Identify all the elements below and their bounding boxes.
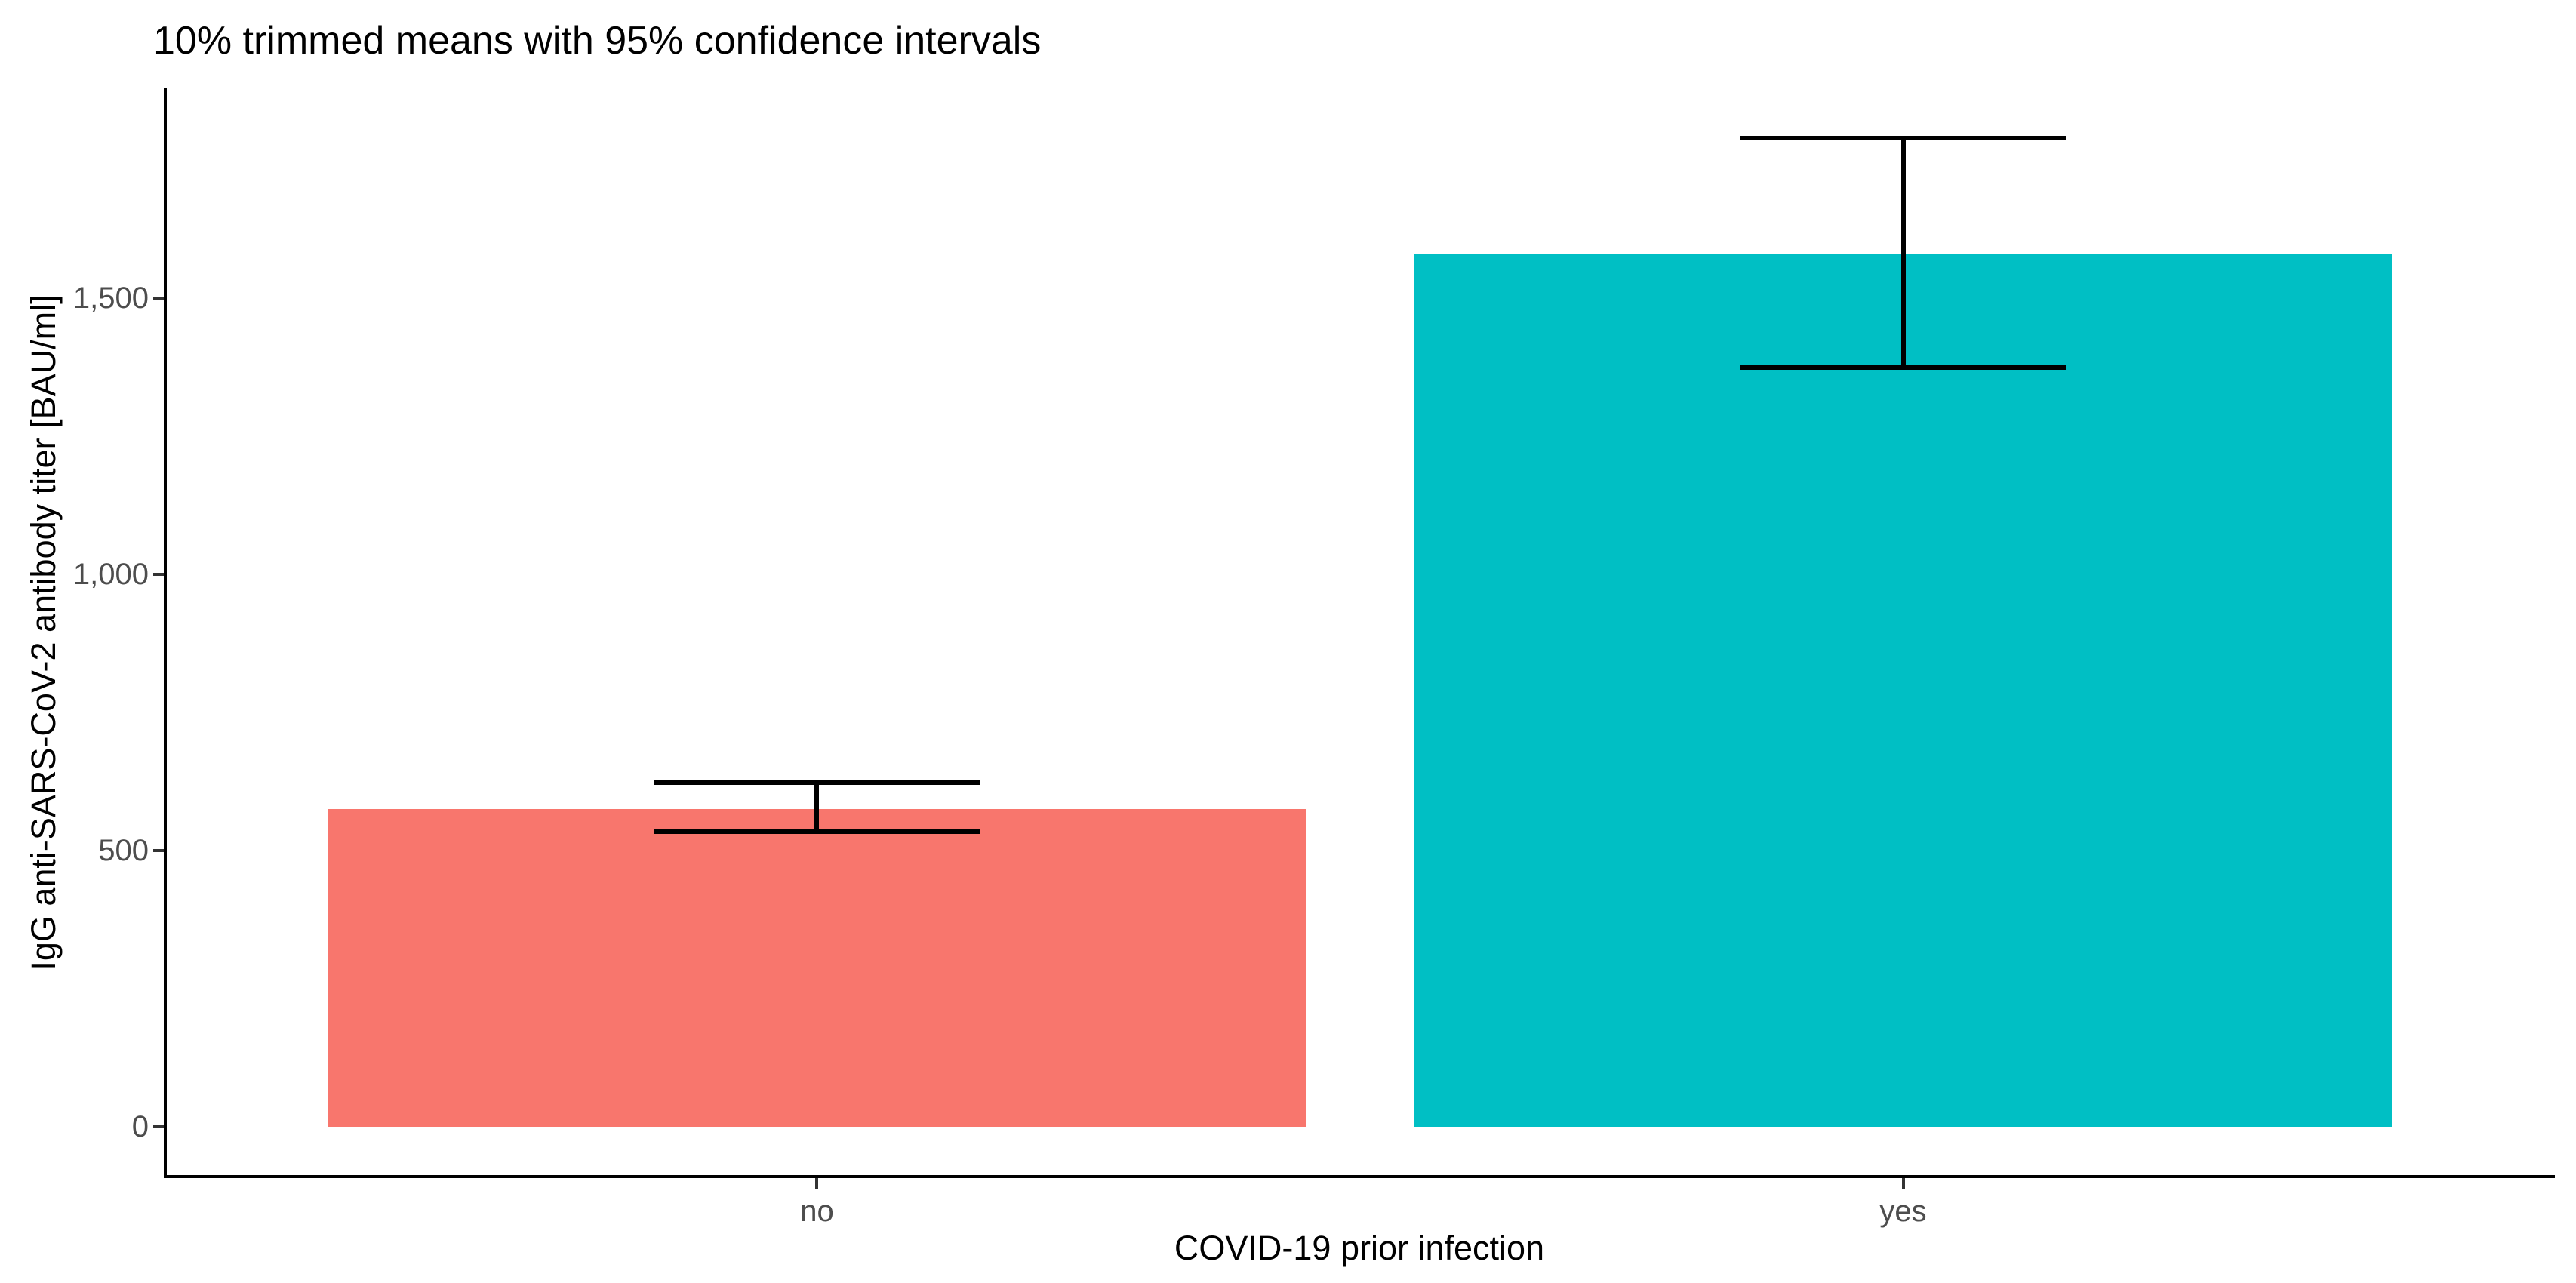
chart-title: 10% trimmed means with 95% confidence in…: [153, 19, 1042, 63]
x-axis-title: COVID-19 prior infection: [1174, 1229, 1545, 1267]
y-axis-line: [164, 88, 167, 1178]
y-tick-label: 0: [131, 1110, 149, 1144]
bar-yes: [1414, 254, 2393, 1128]
x-tick-label-yes: yes: [1879, 1195, 1927, 1228]
x-axis-line: [164, 1175, 2555, 1178]
bar-no: [328, 809, 1306, 1128]
y-axis-title: IgG anti-SARS-CoV-2 antibody titer [BAU/…: [24, 294, 63, 971]
errorbar-cap-lower-no: [654, 829, 980, 835]
y-tick-label: 1,500: [72, 282, 149, 315]
errorbar-line-no: [814, 783, 820, 832]
errorbar-line-yes: [1900, 137, 1906, 368]
y-tick-label: 500: [98, 834, 149, 868]
errorbar-cap-upper-no: [654, 780, 980, 786]
y-tick: [153, 573, 164, 577]
y-tick: [153, 1125, 164, 1129]
errorbar-cap-upper-yes: [1740, 135, 2067, 140]
y-tick: [153, 297, 164, 300]
x-tick: [1901, 1178, 1905, 1189]
y-tick-label: 1,000: [72, 558, 149, 592]
y-tick: [153, 849, 164, 853]
x-tick: [815, 1178, 819, 1189]
errorbar-cap-lower-yes: [1740, 365, 2067, 370]
x-tick-label-no: no: [800, 1195, 834, 1228]
